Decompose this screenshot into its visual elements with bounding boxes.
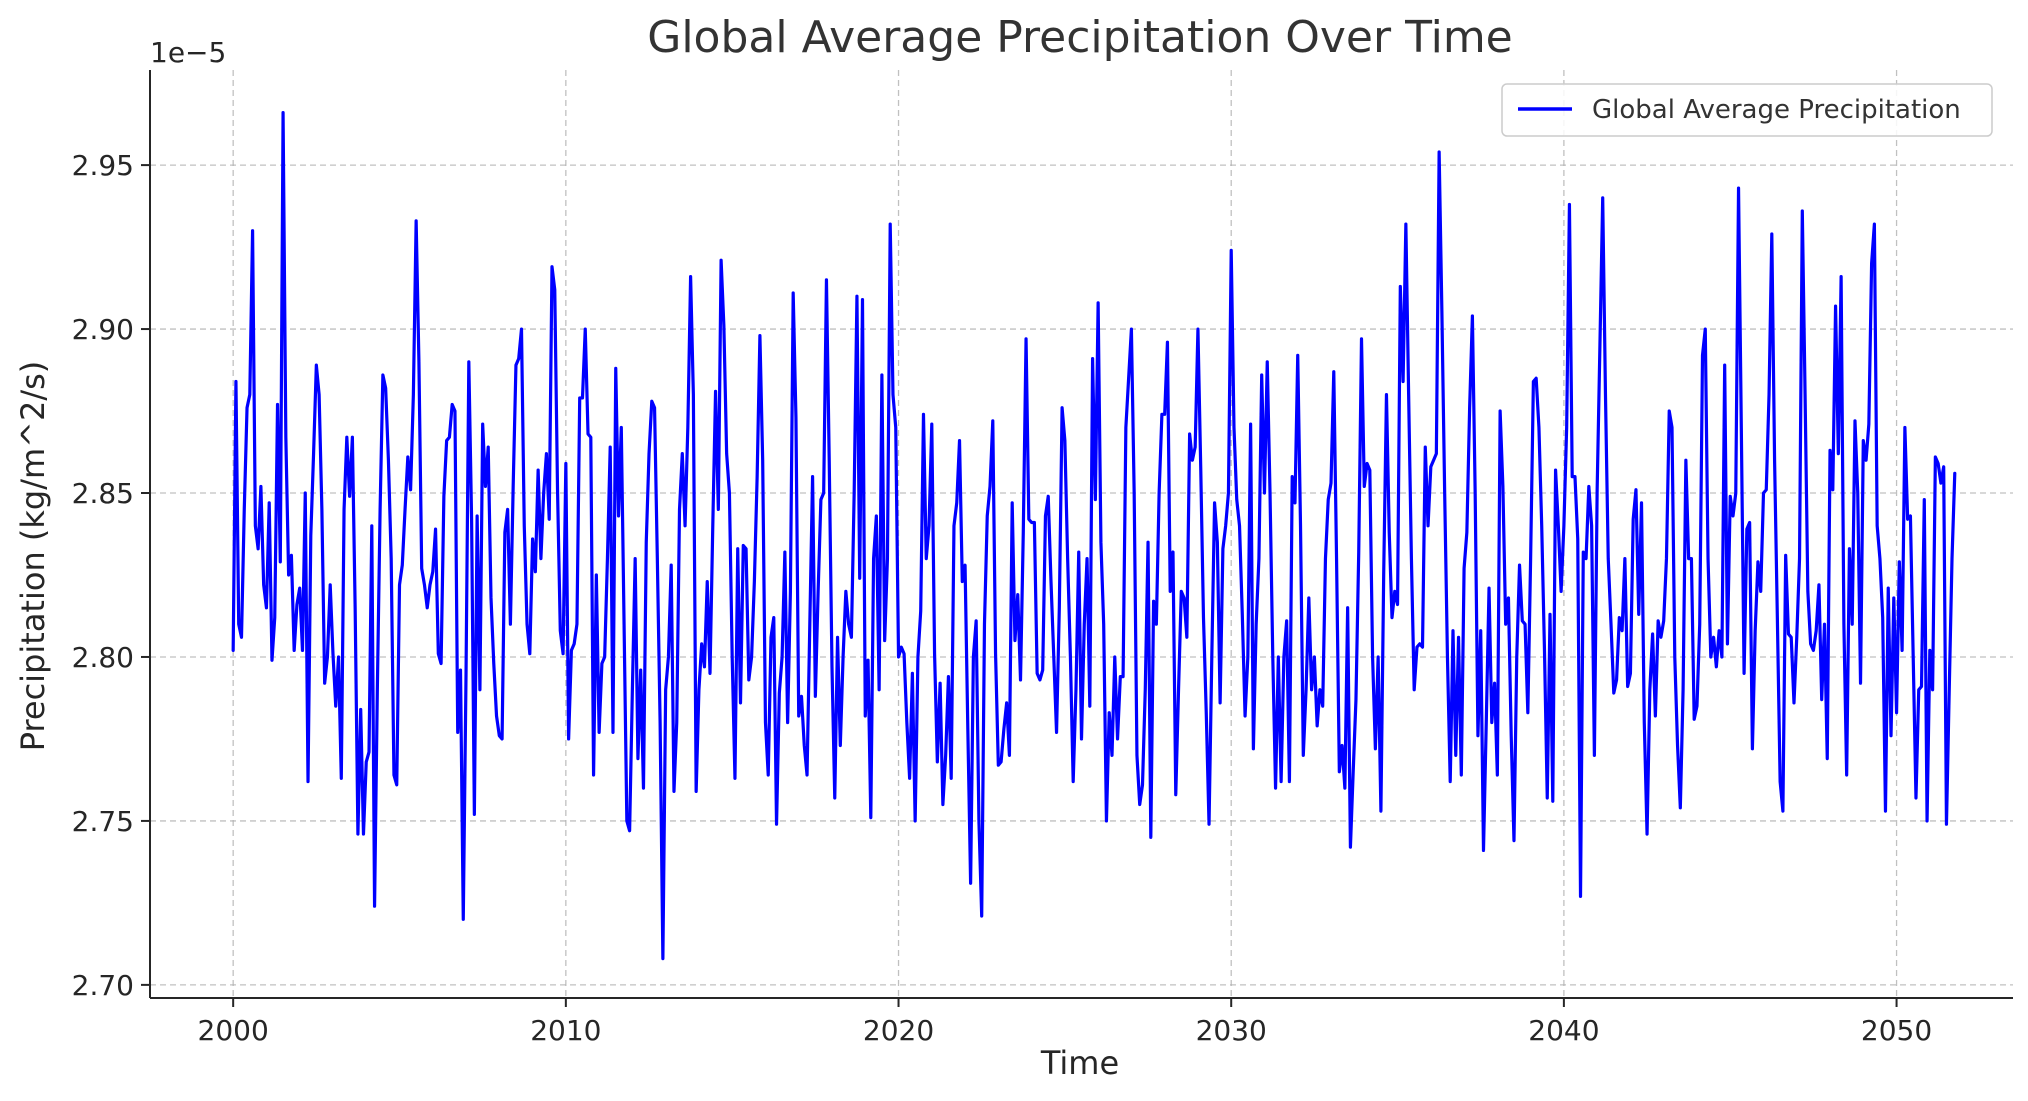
series-layer [231,111,1957,961]
y-tick-label: 2.80 [72,641,134,674]
axes [141,70,2013,1007]
y-tick-label: 2.85 [72,477,134,510]
x-tick-label: 2010 [530,1014,601,1047]
legend-box [1501,83,1993,137]
y-tick-label: 2.95 [72,149,134,182]
x-tick-label: 2020 [863,1014,934,1047]
tick-labels: 2000 2010 2020 2030 2040 2050 2.70 2.75 2.80 2.85… [72,149,1933,1047]
legend-label: Global Average Precipitation [1592,95,1961,125]
x-tick-label: 2030 [1196,1014,1267,1047]
chart-title: Global Average Precipitation Over Time [647,12,1513,63]
y-axis-label: Precipitation (kg/m^2/s) [14,361,52,752]
y-tick-label: 2.70 [72,969,134,1002]
y-offset-label: 1e−5 [150,36,226,69]
legend: Global Average Precipitation [1501,83,1993,137]
x-tick-label: 2050 [1861,1014,1932,1047]
y-tick-label: 2.90 [72,313,134,346]
x-tick-label: 2040 [1528,1014,1599,1047]
x-tick-label: 2000 [198,1014,269,1047]
x-axis-label: Time [1040,1044,1119,1082]
series-line-0 [231,111,1957,961]
y-tick-label: 2.75 [72,805,134,838]
